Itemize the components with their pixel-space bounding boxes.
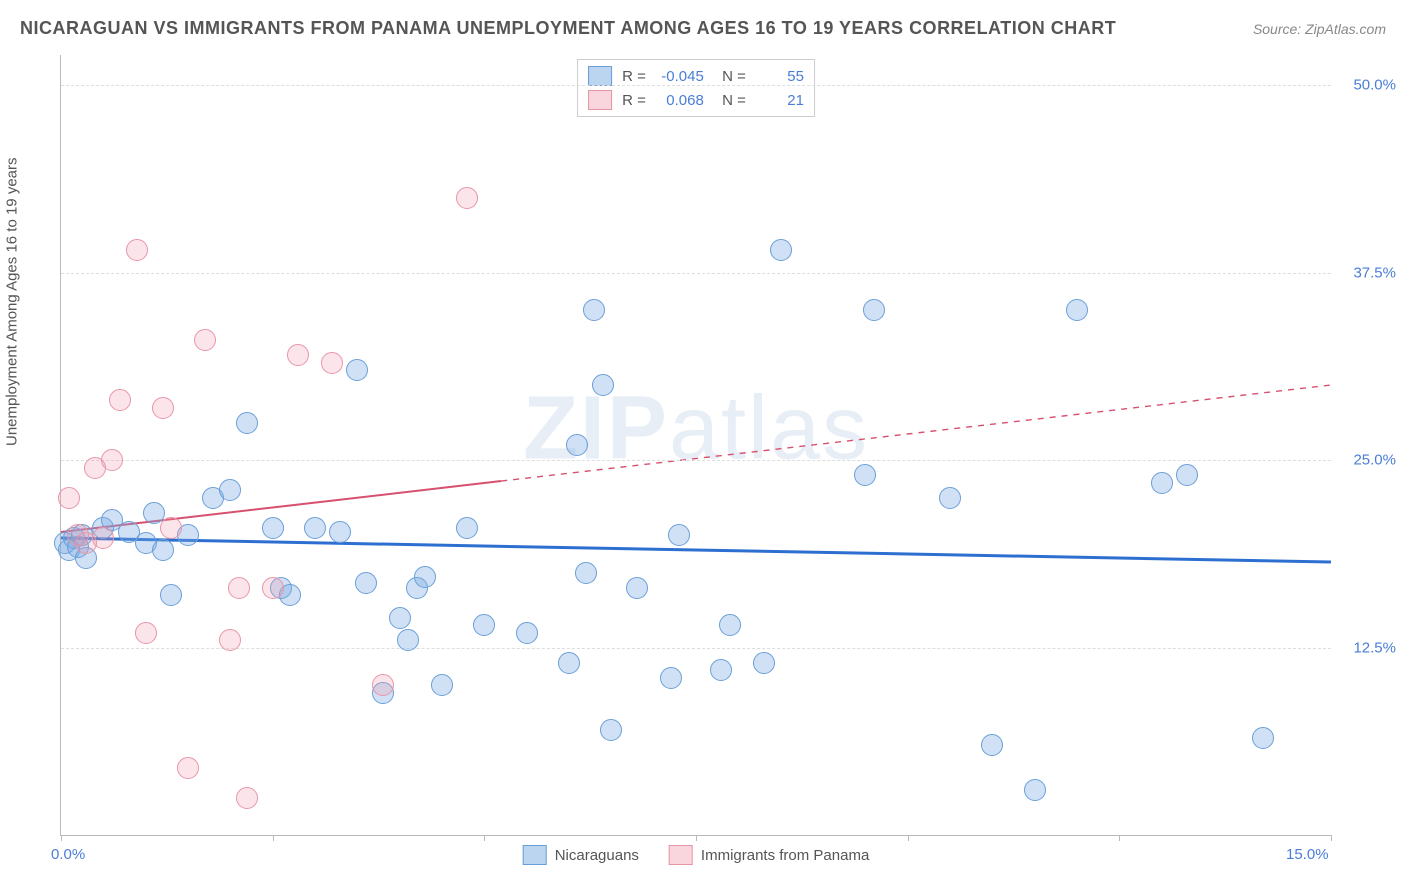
data-point <box>1151 472 1173 494</box>
data-point <box>355 572 377 594</box>
data-point <box>600 719 622 741</box>
data-point <box>516 622 538 644</box>
data-point <box>414 566 436 588</box>
x-tick <box>273 835 274 841</box>
gridline <box>61 460 1331 461</box>
data-point <box>219 629 241 651</box>
legend-swatch <box>588 90 612 110</box>
data-point <box>160 517 182 539</box>
chart-title: NICARAGUAN VS IMMIGRANTS FROM PANAMA UNE… <box>20 18 1116 39</box>
watermark: ZIPatlas <box>523 378 869 481</box>
data-point <box>981 734 1003 756</box>
x-tick <box>1331 835 1332 841</box>
correlation-row: R = 0.068 N = 21 <box>588 88 804 112</box>
data-point <box>710 659 732 681</box>
y-tick-label: 12.5% <box>1336 639 1396 656</box>
data-point <box>456 187 478 209</box>
data-point <box>719 614 741 636</box>
source-attribution: Source: ZipAtlas.com <box>1253 21 1386 37</box>
data-point <box>236 412 258 434</box>
data-point <box>152 397 174 419</box>
data-point <box>558 652 580 674</box>
data-point <box>939 487 961 509</box>
correlation-legend: R = -0.045 N = 55R = 0.068 N = 21 <box>577 59 815 117</box>
y-tick-label: 25.0% <box>1336 452 1396 469</box>
data-point <box>753 652 775 674</box>
data-point <box>160 584 182 606</box>
data-point <box>262 517 284 539</box>
trend-lines <box>61 55 1331 835</box>
series-legend: Nicaraguans Immigrants from Panama <box>523 845 870 865</box>
data-point <box>1066 299 1088 321</box>
data-point <box>287 344 309 366</box>
gridline <box>61 648 1331 649</box>
data-point <box>1176 464 1198 486</box>
data-point <box>58 487 80 509</box>
legend-item: Nicaraguans <box>523 845 639 865</box>
data-point <box>660 667 682 689</box>
x-tick <box>484 835 485 841</box>
data-point <box>194 329 216 351</box>
legend-item: Immigrants from Panama <box>669 845 869 865</box>
data-point <box>668 524 690 546</box>
scatter-plot: ZIPatlas R = -0.045 N = 55R = 0.068 N = … <box>60 55 1331 836</box>
data-point <box>566 434 588 456</box>
data-point <box>152 539 174 561</box>
data-point <box>304 517 326 539</box>
x-tick <box>908 835 909 841</box>
data-point <box>372 674 394 696</box>
data-point <box>626 577 648 599</box>
data-point <box>583 299 605 321</box>
data-point <box>109 389 131 411</box>
data-point <box>321 352 343 374</box>
data-point <box>1252 727 1274 749</box>
data-point <box>431 674 453 696</box>
y-tick-label: 37.5% <box>1336 264 1396 281</box>
x-tick <box>696 835 697 841</box>
data-point <box>346 359 368 381</box>
data-point <box>397 629 419 651</box>
x-tick <box>61 835 62 841</box>
x-tick <box>1119 835 1120 841</box>
data-point <box>177 757 199 779</box>
data-point <box>126 239 148 261</box>
y-tick-label: 50.0% <box>1336 77 1396 94</box>
data-point <box>389 607 411 629</box>
data-point <box>135 622 157 644</box>
legend-swatch <box>669 845 693 865</box>
legend-swatch <box>523 845 547 865</box>
gridline <box>61 85 1331 86</box>
data-point <box>1024 779 1046 801</box>
data-point <box>863 299 885 321</box>
data-point <box>770 239 792 261</box>
data-point <box>101 449 123 471</box>
data-point <box>592 374 614 396</box>
data-point <box>575 562 597 584</box>
y-axis-label: Unemployment Among Ages 16 to 19 years <box>4 157 21 446</box>
x-tick-label: 0.0% <box>51 846 85 863</box>
data-point <box>92 527 114 549</box>
data-point <box>262 577 284 599</box>
gridline <box>61 273 1331 274</box>
legend-swatch <box>588 66 612 86</box>
data-point <box>329 521 351 543</box>
x-tick-label: 15.0% <box>1286 846 1329 863</box>
data-point <box>854 464 876 486</box>
data-point <box>473 614 495 636</box>
data-point <box>456 517 478 539</box>
data-point <box>236 787 258 809</box>
data-point <box>228 577 250 599</box>
data-point <box>219 479 241 501</box>
